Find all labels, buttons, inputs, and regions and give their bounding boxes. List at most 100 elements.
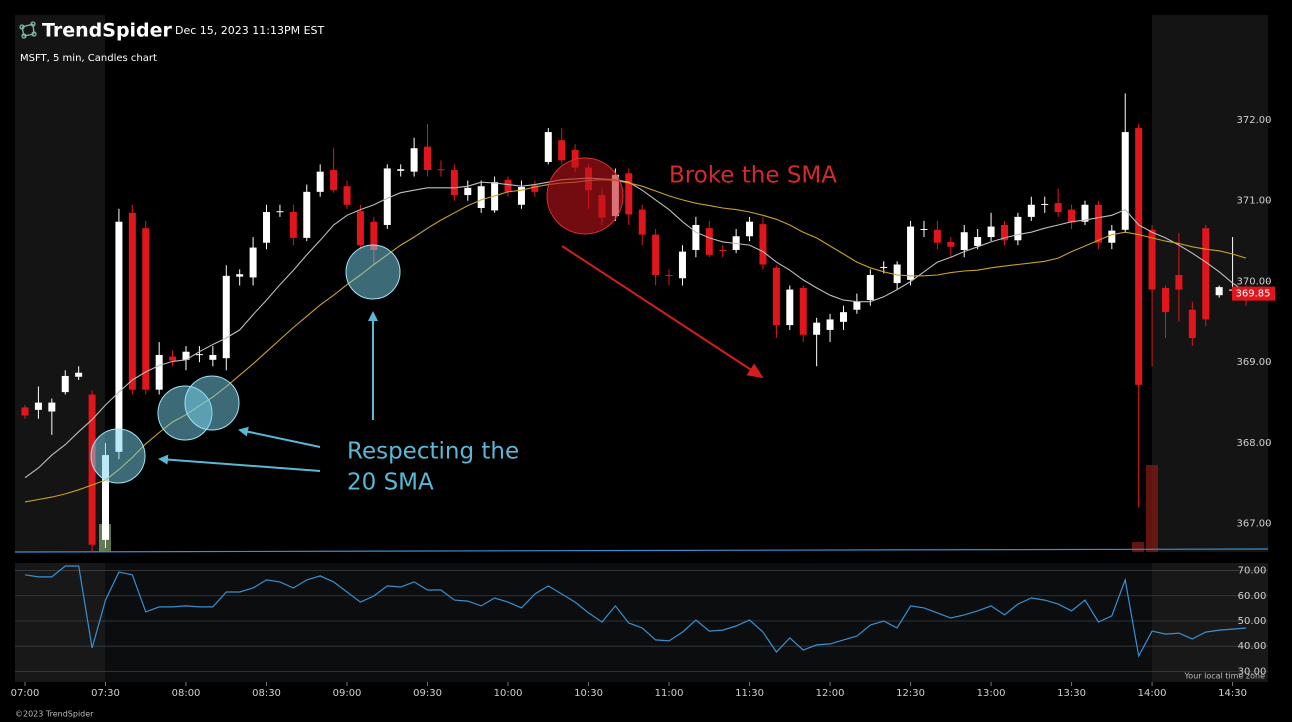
x-tick-label: 13:30 — [1057, 688, 1086, 699]
candle-body — [222, 275, 230, 359]
annotation: 20 SMA — [347, 470, 434, 496]
candle-body — [477, 186, 485, 208]
y-tick-label: 50.00 — [1238, 616, 1267, 627]
candle-body — [947, 241, 955, 247]
highlight-circle — [345, 244, 401, 300]
x-tick-label: 10:00 — [494, 688, 523, 699]
x-tick-label: 12:30 — [896, 688, 925, 699]
candle-body — [504, 179, 512, 192]
annotation: Broke the SMA — [669, 163, 837, 189]
candle-body — [397, 169, 405, 171]
candle-body — [75, 372, 83, 377]
candle-body — [115, 221, 123, 452]
candle-body — [1202, 228, 1210, 320]
annotations: Broke the SMA Respecting the 20 SMA — [90, 157, 837, 496]
candle-body — [1121, 132, 1129, 230]
candle-body — [464, 187, 472, 196]
candle-body — [142, 228, 150, 390]
candle-body — [182, 351, 190, 360]
brand: TrendSpider — [42, 20, 173, 42]
candle-body — [880, 266, 888, 268]
candle-body — [907, 226, 915, 280]
candle-body — [276, 211, 284, 213]
candle-body — [1027, 204, 1035, 217]
candle-body — [839, 312, 847, 322]
candle-body — [1068, 209, 1076, 223]
candle-body — [893, 264, 901, 284]
candle-body — [88, 394, 96, 545]
candle-body — [1054, 203, 1062, 213]
y-tick-label: 369.00 — [1237, 357, 1272, 368]
candle-body — [1041, 203, 1049, 205]
candle-body — [61, 375, 69, 393]
y-tick-label: 70.00 — [1238, 566, 1267, 577]
timezone-note: Your local time zone — [1183, 672, 1265, 681]
y-tick-label: 368.00 — [1237, 438, 1272, 449]
x-tick-label: 09:00 — [333, 688, 362, 699]
candle-body — [128, 212, 136, 390]
candle-body — [799, 287, 807, 335]
sma-line — [24, 179, 1247, 503]
candle-body — [410, 148, 418, 172]
candle-body — [34, 402, 42, 410]
candle-body — [571, 149, 579, 168]
x-tick-label: 11:30 — [735, 688, 764, 699]
candle-body — [517, 187, 525, 205]
highlight-circle — [90, 428, 146, 484]
afterhours-shade — [1152, 15, 1268, 552]
candle-body — [1108, 230, 1116, 243]
candle-body — [424, 146, 432, 171]
candle-body — [665, 275, 673, 277]
candle-body — [960, 232, 968, 250]
candle-body — [558, 140, 566, 161]
candle-body — [195, 354, 203, 356]
candle-body — [21, 407, 29, 416]
candle-body — [48, 402, 56, 412]
y-tick-label: 372.00 — [1237, 115, 1272, 126]
candle-body — [625, 173, 633, 215]
candle-body — [705, 228, 713, 255]
x-tick-label: 08:00 — [172, 688, 201, 699]
candle-body — [383, 168, 391, 225]
candle-body — [289, 212, 297, 238]
x-tick-label: 12:00 — [816, 688, 845, 699]
candle-body — [249, 247, 257, 278]
afterhours-shade — [1152, 563, 1268, 682]
candle-body — [746, 221, 754, 237]
candle-body — [169, 356, 177, 361]
candle-body — [544, 132, 552, 162]
candle-body — [531, 185, 539, 192]
x-tick-label: 09:30 — [413, 688, 442, 699]
y-tick-label: 60.00 — [1238, 591, 1267, 602]
candle-body — [303, 191, 311, 238]
x-tick-label: 08:30 — [252, 688, 281, 699]
volume-average — [14, 548, 1269, 553]
x-tick-label: 07:30 — [91, 688, 120, 699]
candle-body — [1175, 275, 1183, 290]
candle-body — [1188, 309, 1196, 339]
candle-body — [1161, 287, 1169, 313]
x-tick-label: 14:30 — [1218, 688, 1247, 699]
x-tick-label: 11:00 — [655, 688, 684, 699]
candle-body — [1081, 204, 1089, 222]
candle-body — [316, 171, 324, 192]
premarket-shade — [15, 563, 105, 682]
candle-body — [370, 221, 378, 250]
candle-body — [692, 224, 700, 250]
candle-body — [437, 169, 445, 171]
candle-body — [356, 211, 364, 246]
y-tick-label: 367.00 — [1237, 519, 1272, 530]
candle-body — [102, 455, 110, 540]
candle-body — [330, 170, 338, 191]
arrow — [561, 245, 764, 379]
y-tick-label: 371.00 — [1237, 196, 1272, 207]
candle-body — [920, 228, 928, 230]
copyright: ©2023 TrendSpider — [15, 710, 94, 719]
candle-body — [866, 275, 874, 301]
arrow — [158, 454, 321, 472]
candle-body — [1094, 204, 1102, 243]
candle-body — [1135, 128, 1143, 385]
candle-body — [638, 209, 646, 235]
logo — [19, 21, 37, 39]
